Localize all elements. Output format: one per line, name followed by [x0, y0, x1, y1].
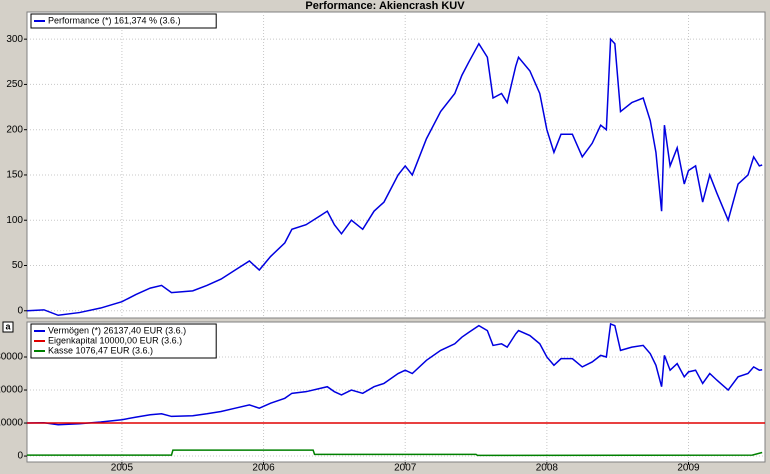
- legend-box: [30, 13, 217, 29]
- y-tick-label: 150: [6, 170, 23, 181]
- y-tick-label: 300: [6, 34, 23, 45]
- x-tick-label: 2008: [536, 463, 559, 474]
- y-tick-label: 20000: [0, 385, 23, 396]
- panel-label: a: [5, 321, 11, 331]
- series-line: [27, 449, 763, 457]
- y-tick-label: 0: [17, 451, 23, 462]
- legend-label: Eigenkapital 10000,00 EUR (3.6.): [48, 335, 182, 345]
- legend-label: Performance (*) 161,374 % (3.6.): [48, 15, 181, 25]
- y-tick-label: 10000: [0, 418, 23, 429]
- y-tick-label: 200: [6, 124, 23, 135]
- x-tick-label: 2005: [111, 463, 134, 474]
- series-line: [27, 37, 763, 317]
- x-tick-label: 2007: [394, 463, 417, 474]
- legend-label: Kasse 1076,47 EUR (3.6.): [48, 345, 153, 355]
- legend-label: Vermögen (*) 26137,40 EUR (3.6.): [48, 325, 186, 335]
- series-group: [27, 37, 763, 317]
- y-tick-label: 50: [12, 260, 24, 271]
- series-line: [27, 322, 763, 426]
- series-group: [27, 322, 765, 457]
- y-tick-label: 100: [6, 215, 23, 226]
- y-tick-label: 0: [17, 305, 23, 316]
- panel-label-box: [2, 321, 14, 333]
- y-tick-label: 30000: [0, 352, 23, 363]
- x-tick-label: 2009: [677, 463, 700, 474]
- legend-box: [30, 323, 217, 359]
- y-tick-label: 250: [6, 79, 23, 90]
- plot-area: [26, 11, 766, 319]
- x-tick-label: 2006: [252, 463, 275, 474]
- chart-title: Performance: Akiencrash KUV: [305, 0, 465, 12]
